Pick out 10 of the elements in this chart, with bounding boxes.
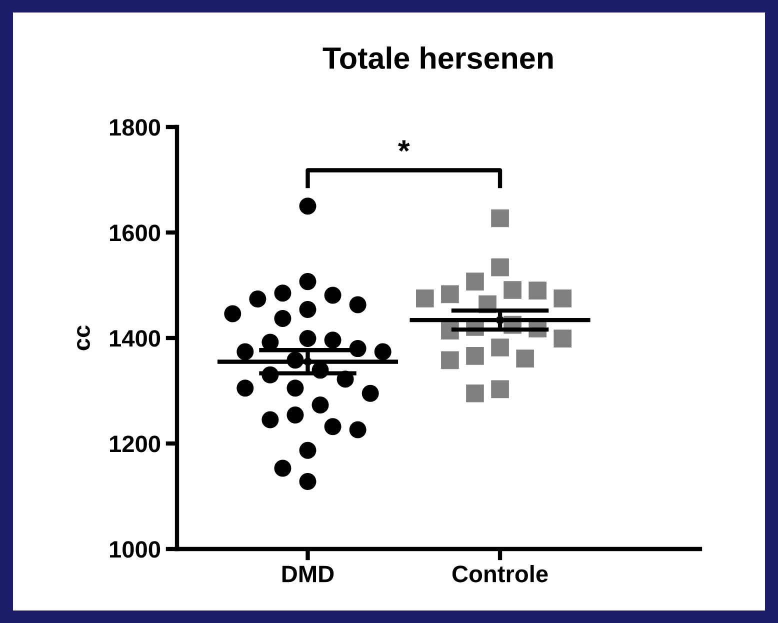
y-tick-label: 1200 <box>110 436 160 452</box>
x-tick-label: DMD <box>282 566 334 582</box>
y-tick-label: 1400 <box>110 330 160 347</box>
annotation: * <box>398 140 410 152</box>
chart-title: Totale hersenen <box>322 46 553 69</box>
y-tick-label: 1800 <box>110 119 160 136</box>
y-tick-label: 1600 <box>110 224 160 242</box>
y-axis-title: cc <box>77 326 90 350</box>
x-tick-label: Controle <box>452 564 548 582</box>
y-tick-label: 1000 <box>110 541 160 558</box>
